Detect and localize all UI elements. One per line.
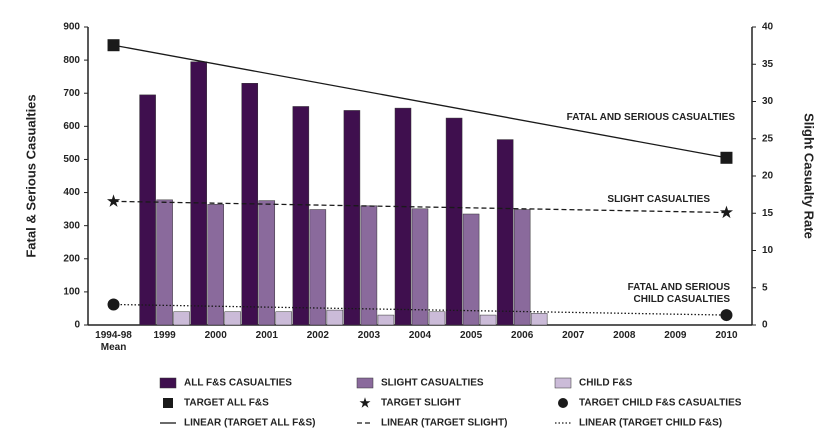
x-tick-label: 2009 bbox=[664, 330, 687, 341]
target-marker bbox=[107, 194, 121, 207]
target-marker bbox=[720, 309, 733, 322]
bar bbox=[224, 311, 241, 326]
y2-tick-label: 15 bbox=[762, 208, 774, 219]
x-tick-label: 2002 bbox=[306, 330, 329, 341]
bar bbox=[207, 204, 224, 326]
y-axis-title: Fatal & Serious Casualties bbox=[23, 94, 38, 257]
legend-marker bbox=[359, 397, 371, 408]
bar bbox=[445, 117, 463, 326]
annotation: SLIGHT CASUALTIES bbox=[607, 194, 710, 205]
bar bbox=[377, 314, 395, 326]
y2-tick-label: 35 bbox=[762, 59, 774, 70]
bar bbox=[275, 311, 293, 326]
target-marker bbox=[107, 39, 120, 52]
legend-swatch bbox=[159, 377, 177, 389]
legend-marker bbox=[558, 398, 568, 408]
x-tick-label: 2001 bbox=[255, 330, 278, 341]
y-tick-label: 500 bbox=[63, 154, 80, 165]
y-tick-label: 300 bbox=[63, 220, 80, 231]
bar bbox=[360, 205, 378, 326]
x-tick-label: 2003 bbox=[357, 330, 381, 341]
bar bbox=[411, 208, 429, 326]
legend-label: TARGET ALL F&S bbox=[184, 398, 269, 409]
target-marker bbox=[719, 205, 733, 219]
bar bbox=[292, 106, 310, 326]
bar bbox=[139, 94, 156, 326]
legend-label: LINEAR (TARGET ALL F&S) bbox=[184, 418, 315, 429]
y2-axis-title: Slight Casualty Rate bbox=[802, 113, 817, 239]
y2-tick-label: 10 bbox=[762, 245, 774, 256]
x-tick-label: 1999 bbox=[153, 330, 176, 341]
legend-label: LINEAR (TARGET CHILD F&S) bbox=[579, 418, 722, 429]
bar bbox=[513, 209, 531, 326]
target-marker bbox=[720, 151, 733, 164]
legend-label: TARGET CHILD F&S CASUALTIES bbox=[579, 398, 742, 409]
trend-line bbox=[113, 200, 727, 214]
legend-label: LINEAR (TARGET SLIGHT) bbox=[381, 418, 507, 429]
y-tick-label: 700 bbox=[63, 88, 80, 99]
y-tick-label: 0 bbox=[74, 320, 80, 331]
annotation: FATAL AND SERIOUS CHILD CASUALTIES bbox=[627, 282, 730, 305]
x-tick-label: 2004 bbox=[408, 330, 432, 341]
x-tick-label: 2010 bbox=[715, 330, 738, 341]
y-tick-label: 100 bbox=[63, 287, 80, 298]
x-tick-label: 2006 bbox=[511, 330, 534, 341]
x-tick-label: 1994-98 Mean bbox=[95, 330, 132, 353]
legend-swatch bbox=[554, 377, 572, 389]
legend-swatch bbox=[356, 377, 374, 389]
y2-tick-label: 30 bbox=[762, 96, 774, 107]
bar bbox=[173, 311, 190, 326]
legend-label: ALL F&S CASUALTIES bbox=[184, 378, 292, 389]
y2-tick-label: 25 bbox=[762, 133, 774, 144]
legend-label: SLIGHT CASUALTIES bbox=[381, 378, 484, 389]
y-tick-label: 200 bbox=[63, 253, 80, 264]
legend-marker bbox=[163, 398, 173, 408]
y2-tick-label: 40 bbox=[762, 22, 774, 33]
trend-line bbox=[113, 44, 727, 159]
bar bbox=[496, 139, 514, 326]
legend-label: CHILD F&S bbox=[579, 378, 633, 389]
y-tick-label: 800 bbox=[63, 55, 80, 66]
legend-label: TARGET SLIGHT bbox=[381, 398, 461, 409]
y2-tick-label: 0 bbox=[762, 320, 768, 331]
x-tick-label: 2005 bbox=[459, 330, 483, 341]
y-tick-label: 400 bbox=[63, 187, 80, 198]
target-marker bbox=[107, 298, 120, 311]
bar bbox=[190, 61, 207, 326]
bar bbox=[343, 110, 361, 326]
bar bbox=[258, 200, 276, 326]
x-tick-label: 2008 bbox=[613, 330, 636, 341]
bar bbox=[156, 199, 173, 326]
bar bbox=[309, 209, 327, 326]
bar bbox=[479, 314, 497, 326]
x-tick-label: 2000 bbox=[204, 330, 227, 341]
y-tick-label: 600 bbox=[63, 121, 80, 132]
trend-line bbox=[113, 303, 727, 316]
bar bbox=[428, 311, 446, 326]
annotation: FATAL AND SERIOUS CASUALTIES bbox=[566, 112, 735, 123]
x-tick-label: 2007 bbox=[562, 330, 585, 341]
y2-tick-label: 5 bbox=[762, 282, 768, 293]
y-tick-label: 900 bbox=[63, 22, 80, 33]
bar bbox=[394, 107, 412, 326]
bar bbox=[326, 309, 344, 326]
bar bbox=[462, 213, 480, 326]
y2-tick-label: 20 bbox=[762, 171, 774, 182]
bar bbox=[530, 313, 548, 326]
